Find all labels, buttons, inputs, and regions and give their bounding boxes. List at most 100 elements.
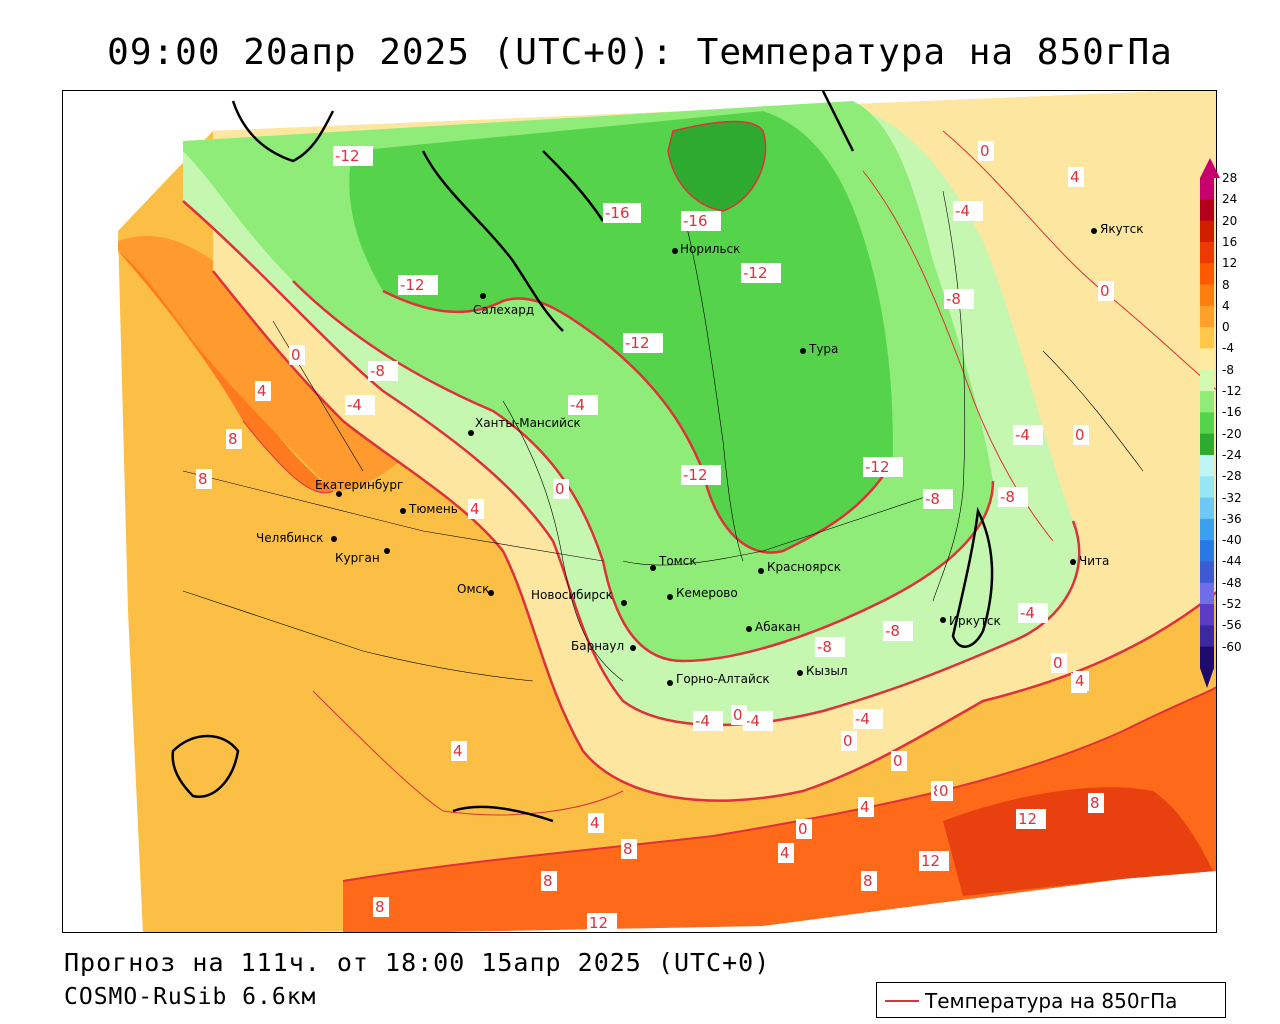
isoline-label: -12	[335, 147, 360, 165]
out-of-domain-se	[688, 871, 1216, 932]
isoline-label: 8	[198, 470, 208, 488]
colorbar-segment	[1200, 433, 1214, 456]
colorbar-segment	[1200, 391, 1214, 413]
isoline-label: -8	[925, 490, 940, 508]
city-dot-kyzyl	[797, 670, 803, 676]
isoline-label: 8	[228, 430, 238, 448]
colorbar-segment	[1200, 518, 1214, 541]
map-title: 09:00 20апр 2025 (UTC+0): Температура на…	[107, 32, 1173, 73]
zone-cool-m12-m16	[349, 111, 893, 553]
colorbar-segment	[1200, 241, 1214, 264]
city-label-tyumen: Тюмень	[408, 502, 458, 516]
isoline-label: 0	[893, 752, 903, 770]
isoline-label: -12	[865, 458, 890, 476]
city-label-yakutsk: Якутск	[1100, 222, 1144, 236]
colorbar-segment	[1200, 625, 1214, 648]
isoline-label: 8	[543, 872, 553, 890]
colorbar-tick-label: 8	[1222, 277, 1230, 292]
isoline-label: -4	[745, 712, 760, 730]
isoline-label: -12	[743, 264, 768, 282]
colorbar-tick-label: -4	[1222, 341, 1234, 356]
colorbar-segment	[1200, 263, 1214, 286]
out-of-domain-west	[63, 141, 118, 932]
isoline-label: 0	[291, 346, 301, 364]
city-dot-tura	[800, 348, 806, 354]
isoline-label: 8	[1090, 794, 1100, 812]
city-label-kyzyl: Кызыл	[806, 664, 848, 678]
temperature-map: Якутск Норильск Салехард Тура Ханты-Манс…	[63, 91, 1216, 932]
isoline-label: -8	[817, 638, 832, 656]
isoline-label: -4	[955, 202, 970, 220]
colorbar-tick-label: -24	[1222, 447, 1242, 462]
isoline-label: 0	[555, 480, 565, 498]
city-dot-irkutsk	[940, 617, 946, 623]
colorbar-segment	[1200, 305, 1214, 328]
isoline-label: 8	[863, 872, 873, 890]
isoline-label: 0	[1100, 282, 1110, 300]
temperature-colorbar	[1200, 158, 1220, 688]
city-dot-barnaul	[630, 645, 636, 651]
colorbar-tick-label: 12	[1222, 256, 1238, 271]
colorbar-segment	[1200, 497, 1214, 520]
zone-warm-12-south	[943, 787, 1213, 896]
isoline-label: 4	[470, 500, 480, 518]
colorbar-segment	[1200, 561, 1214, 584]
legend-label: Температура на 850гПа	[925, 989, 1178, 1013]
colorbar-segment	[1200, 178, 1214, 200]
city-dot-khanty-mansiysk	[468, 430, 474, 436]
colorbar-tick-label: -8	[1222, 362, 1234, 377]
colorbar-tick-label: -40	[1222, 533, 1242, 548]
city-label-irkutsk: Иркутск	[949, 614, 1001, 628]
isoline-label: 4	[1070, 168, 1080, 186]
colorbar-segment	[1200, 199, 1214, 222]
isoline-label: 0	[1053, 654, 1063, 672]
isoline-label: -12	[683, 466, 708, 484]
model-info: COSMO-RuSib 6.6км	[64, 984, 317, 1010]
colorbar-segment	[1200, 476, 1214, 499]
isoline-label: 4	[780, 844, 790, 862]
city-dot-chelyabinsk	[331, 536, 337, 542]
map-legend: Температура на 850гПа	[876, 982, 1226, 1018]
coastlines	[171, 91, 994, 823]
isoline-label: 4	[257, 382, 267, 400]
colorbar-tick-label: 28	[1222, 171, 1238, 185]
zone-cold-m16-m20	[668, 121, 766, 211]
isoline-label: -4	[1015, 426, 1030, 444]
city-label-tomsk: Томск	[658, 554, 697, 568]
city-label-norilsk: Норильск	[680, 242, 740, 256]
colorbar-tick-label: -48	[1222, 575, 1242, 590]
map-panel: Якутск Норильск Салехард Тура Ханты-Манс…	[62, 90, 1217, 933]
city-label-tura: Тура	[808, 342, 838, 356]
city-label-barnaul: Барнаул	[571, 639, 624, 653]
city-dot-krasnoyarsk	[758, 568, 764, 574]
isoline-label: 4	[590, 814, 600, 832]
isoline-label: 0	[843, 732, 853, 750]
colorbar-tick-label: -44	[1222, 554, 1242, 569]
isoline-label: -8	[946, 290, 961, 308]
city-label-abakan: Абакан	[755, 620, 800, 634]
isoline-labels: -12 -16 -16 -12 -12 -8 -12 -4 -8 -4 -12 …	[196, 141, 1114, 932]
legend-line-swatch	[885, 1000, 919, 1002]
isoline-label: 8	[375, 898, 385, 916]
city-dot-yakutsk	[1091, 228, 1097, 234]
colorbar-segment	[1200, 369, 1214, 392]
city-dot-gorno-altaysk	[667, 680, 673, 686]
colorbar-segment	[1200, 284, 1214, 307]
city-label-krasnoyarsk: Красноярск	[767, 560, 841, 574]
isoline-label: 12	[1018, 810, 1037, 828]
colorbar-tick-label: 4	[1222, 298, 1230, 313]
city-dot-omsk	[488, 590, 494, 596]
isoline-label: 0	[733, 706, 743, 724]
city-label-omsk: Омск	[457, 582, 489, 596]
isoline-label: -4	[855, 710, 870, 728]
city-dot-salekhard	[480, 293, 486, 299]
colorbar-segment	[1200, 327, 1214, 349]
isoline-label: -16	[683, 212, 708, 230]
city-dot-norilsk	[672, 248, 678, 254]
city-dot-kemerovo	[667, 594, 673, 600]
isoline-label: 0	[980, 142, 990, 160]
isoline-label: 0	[1075, 426, 1085, 444]
city-dot-tyumen	[400, 508, 406, 514]
colorbar-segment	[1200, 348, 1214, 371]
colorbar-bottom-arrow	[1200, 668, 1214, 688]
